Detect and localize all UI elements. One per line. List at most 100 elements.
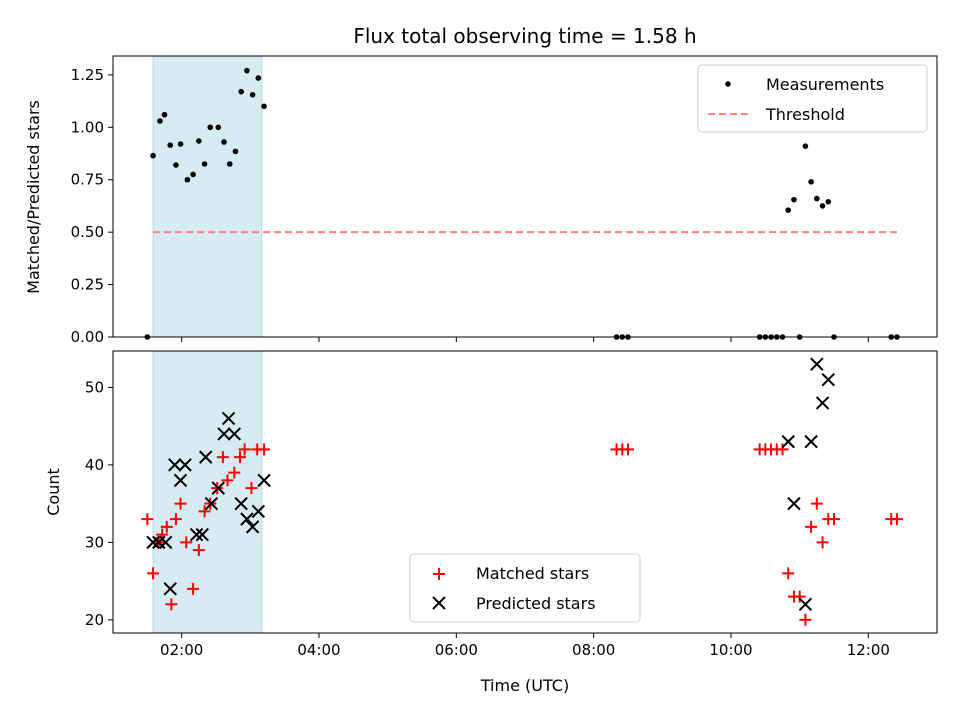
predicted-stars-point	[781, 434, 795, 449]
x-tick-label: 12:00	[847, 641, 890, 659]
x-tick-label: 10:00	[709, 641, 752, 659]
matched-stars-point	[141, 513, 154, 526]
matched-stars-point	[816, 536, 829, 549]
matched-stars-point	[810, 497, 823, 510]
predicted-stars-point	[211, 481, 225, 495]
predicted-stars-legend-label: Predicted stars	[476, 594, 596, 613]
matched-stars-point	[180, 536, 193, 549]
predicted-stars-point	[146, 535, 160, 550]
y-tick-label: 30	[85, 533, 104, 551]
matched-stars-point	[228, 466, 241, 479]
y-tick-label: 0.00	[71, 328, 104, 346]
y-tick-label: 0.75	[71, 171, 104, 189]
predicted-stars-point	[798, 597, 813, 612]
measurement-point	[215, 124, 222, 131]
count-y-axis-label: Count	[44, 468, 63, 516]
measurement-point	[201, 161, 208, 167]
predicted-stars-point	[198, 450, 213, 464]
predicted-stars-point	[787, 496, 801, 511]
measurement-point	[238, 88, 244, 95]
matched-stars-point	[160, 520, 173, 533]
measurements-legend-label: Measurements	[766, 75, 884, 94]
matched-stars-point	[782, 567, 795, 580]
measurement-point	[184, 176, 191, 183]
measurement-point	[819, 203, 826, 209]
ratio-panel-frame	[112, 55, 938, 338]
predicted-stars-point	[810, 357, 824, 371]
ratio-legend-box	[697, 64, 928, 133]
measurement-point	[808, 179, 814, 185]
matched-stars-legend-marker	[433, 568, 445, 580]
predicted-stars-point	[204, 496, 219, 511]
measurement-point	[261, 103, 267, 110]
measurement-point	[190, 171, 196, 178]
highlight-span	[152, 350, 263, 634]
measurement-point	[791, 196, 797, 203]
predicted-stars-point	[178, 458, 192, 472]
x-tick-label: 04:00	[297, 641, 340, 659]
predicted-stars-point	[168, 458, 182, 472]
ratio-y-axis-label: Matched/Predicted stars	[24, 100, 43, 294]
matched-stars-point	[799, 613, 812, 626]
predicted-stars-point	[158, 535, 173, 550]
matched-stars-point	[192, 544, 205, 557]
matched-stars-point	[890, 513, 903, 526]
ratio-legend: Measurements Threshold	[697, 64, 928, 133]
matched-stars-point	[258, 443, 271, 456]
predicted-stars-point	[173, 473, 188, 488]
x-tick-label: 08:00	[572, 641, 615, 659]
count-legend: Matched stars Predicted stars	[409, 553, 641, 623]
measurement-point	[150, 152, 156, 159]
matched-stars-point	[245, 482, 258, 495]
predicted-stars-legend-marker	[432, 596, 446, 610]
measurement-point	[255, 75, 262, 81]
measurement-point	[177, 141, 184, 147]
predicted-stars-point	[221, 411, 236, 426]
measurement-point	[157, 118, 163, 124]
measurement-point	[173, 162, 179, 168]
measurement-point	[207, 124, 214, 131]
predicted-stars-point	[227, 427, 242, 441]
matched-stars-point	[776, 443, 789, 456]
measurement-point	[249, 91, 256, 98]
measurement-point	[232, 148, 239, 155]
x-tick-label: 06:00	[435, 641, 478, 659]
matched-stars-point	[828, 513, 840, 526]
y-tick-label: 0.50	[71, 223, 104, 241]
measurement-point	[161, 111, 168, 118]
predicted-stars-point	[251, 504, 266, 519]
x-tick-label: 02:00	[160, 641, 203, 659]
y-tick-label: 1.25	[71, 66, 104, 84]
measurements-legend-marker	[725, 81, 731, 87]
count-panel-frame	[112, 350, 938, 634]
y-tick-label: 0.25	[71, 276, 104, 294]
measurement-point	[244, 67, 250, 74]
predicted-stars-point	[815, 396, 830, 410]
matched-stars-point	[805, 520, 818, 533]
y-tick-label: 50	[85, 378, 104, 396]
predicted-stars-point	[163, 582, 177, 596]
matched-stars-point	[221, 474, 234, 487]
measurement-point	[825, 198, 832, 205]
measurement-point	[814, 195, 820, 202]
measurement-point	[167, 142, 174, 148]
chart-title: Flux total observing time = 1.58 h	[353, 24, 696, 48]
matched-stars-point	[147, 567, 160, 580]
ratio-panel: 0.00 0.25 0.50 0.75 1.00 1.25 Matched/Predict…	[24, 55, 938, 346]
matched-stars-point	[622, 443, 634, 456]
measurement-point	[196, 138, 202, 144]
measurement-point	[785, 207, 792, 213]
x-axis-label: Time (UTC)	[480, 676, 569, 695]
matched-stars-point	[238, 443, 251, 456]
predicted-stars-point	[245, 520, 260, 534]
measurement-point	[221, 139, 227, 145]
matched-stars-point	[174, 497, 187, 510]
y-tick-label: 20	[85, 611, 104, 629]
predicted-stars-point	[189, 527, 204, 542]
predicted-stars-point	[217, 427, 231, 441]
count-legend-box	[409, 553, 641, 623]
matched-stars-point	[187, 582, 200, 595]
measurement-point	[802, 143, 809, 149]
